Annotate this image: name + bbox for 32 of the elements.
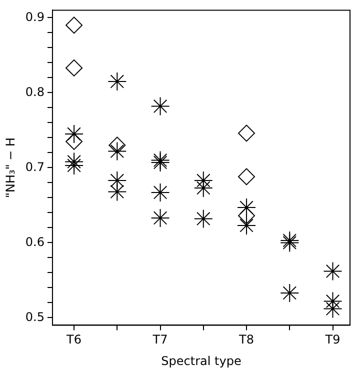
point xyxy=(66,16,83,34)
point xyxy=(66,59,83,76)
point xyxy=(64,124,84,144)
point xyxy=(238,168,256,186)
point xyxy=(108,72,127,91)
point xyxy=(323,262,342,281)
point xyxy=(238,124,256,142)
y-tick-label: 0.5 xyxy=(25,310,44,324)
y-tick-label: 0.8 xyxy=(25,84,44,99)
y-tick-label: 0.9 xyxy=(25,10,44,24)
point xyxy=(237,198,256,217)
x-axis-title: Spectral type xyxy=(161,354,242,368)
point xyxy=(150,182,170,202)
point xyxy=(150,96,170,116)
point xyxy=(108,170,127,190)
point xyxy=(238,207,256,224)
point xyxy=(64,152,84,172)
point xyxy=(237,216,256,235)
y-tick-label: 0.6 xyxy=(25,234,44,249)
x-tick-label: T8 xyxy=(238,332,254,347)
point xyxy=(150,208,170,228)
x-tick-label: T9 xyxy=(324,332,340,347)
point xyxy=(108,136,126,154)
x-tick-label: T6 xyxy=(66,332,82,347)
point xyxy=(66,132,83,150)
point xyxy=(108,142,127,161)
point xyxy=(108,182,127,202)
x-tick-label: T7 xyxy=(152,332,168,347)
y-tick-label: 0.7 xyxy=(25,160,44,174)
point xyxy=(194,209,213,228)
y-axis-title: "NH₃" − H xyxy=(3,137,18,198)
point xyxy=(280,283,300,302)
